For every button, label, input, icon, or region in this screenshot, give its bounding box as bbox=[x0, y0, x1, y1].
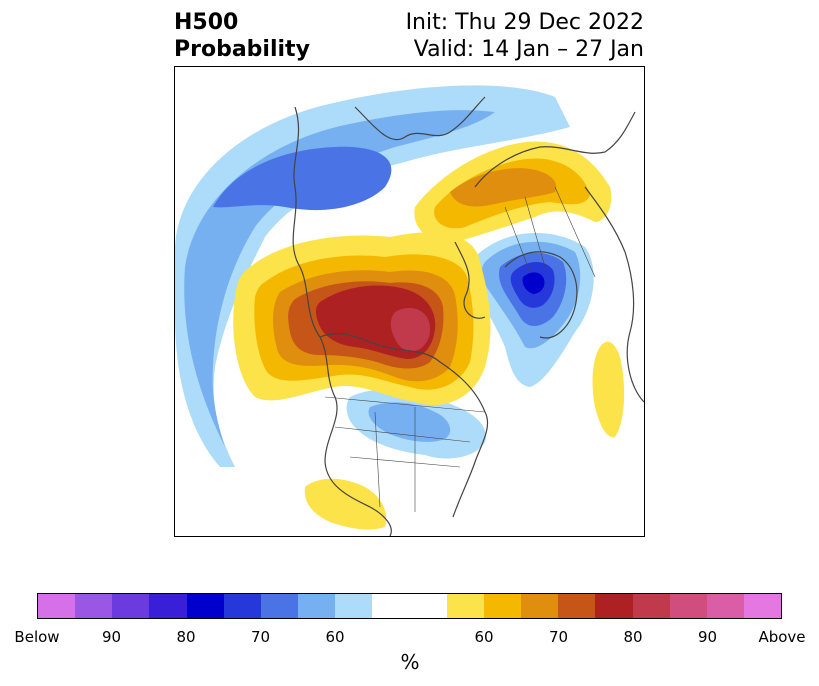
coastlines bbox=[292, 96, 644, 536]
colorbar-tick-label: 60 bbox=[325, 628, 345, 646]
colorbar-tick-label: 60 bbox=[474, 628, 494, 646]
colorbar-segment bbox=[260, 594, 299, 618]
colorbar-tick-label: Above bbox=[758, 628, 806, 646]
colorbar-segment bbox=[595, 594, 633, 618]
colorbar-tick-label: 90 bbox=[697, 628, 718, 646]
colorbar-tick-label: 70 bbox=[250, 628, 271, 646]
colorbar-tick-label: 90 bbox=[101, 628, 122, 646]
colorbar-segment bbox=[38, 594, 76, 618]
colorbar-segment bbox=[186, 594, 224, 618]
colorbar-segment bbox=[372, 594, 410, 618]
colorbar-segment bbox=[223, 594, 261, 618]
title-right: Init: Thu 29 Dec 2022 Valid: 14 Jan – 27… bbox=[406, 9, 644, 63]
colorbar-segment bbox=[409, 594, 447, 618]
colorbar-tick-label: 80 bbox=[176, 628, 196, 646]
colorbar-tick-label: Below bbox=[14, 628, 60, 646]
colorbar bbox=[37, 593, 782, 619]
blue-65-region-america bbox=[368, 402, 451, 442]
colorbar-unit: % bbox=[400, 650, 420, 674]
colorbar-segment bbox=[298, 594, 336, 618]
colorbar-segment bbox=[632, 594, 670, 618]
colorbar-segment bbox=[446, 594, 484, 618]
colorbar-segment bbox=[743, 594, 782, 618]
title-left: H500 Probability bbox=[174, 9, 310, 63]
colorbar-tick-label: 70 bbox=[548, 628, 569, 646]
colorbar-segment bbox=[521, 594, 559, 618]
probability-map bbox=[175, 85, 644, 536]
political-borders bbox=[324, 186, 596, 512]
blue-80-region-europe bbox=[522, 272, 545, 294]
colorbar-segment bbox=[112, 594, 150, 618]
colorbar-segment bbox=[335, 594, 373, 618]
colorbar-tick-label: 80 bbox=[623, 628, 643, 646]
colorbar-segment bbox=[149, 594, 187, 618]
red-85-region-main bbox=[390, 307, 431, 352]
yellow-60-region-atlantic bbox=[592, 341, 625, 438]
yellow-60-region-southwest bbox=[304, 478, 387, 530]
blue-70-region-north bbox=[213, 146, 392, 211]
orange-70-region-europe bbox=[450, 168, 557, 207]
colorbar-segment bbox=[706, 594, 744, 618]
colorbar-segment bbox=[669, 594, 707, 618]
colorbar-segment bbox=[558, 594, 596, 618]
map-panel bbox=[174, 66, 645, 537]
colorbar-segment bbox=[75, 594, 113, 618]
title-type: Probability bbox=[174, 37, 310, 62]
init-date: Init: Thu 29 Dec 2022 bbox=[405, 10, 644, 35]
colorbar-segment bbox=[483, 594, 522, 618]
valid-range: Valid: 14 Jan – 27 Jan bbox=[413, 37, 644, 62]
title-variable: H500 bbox=[174, 10, 239, 35]
